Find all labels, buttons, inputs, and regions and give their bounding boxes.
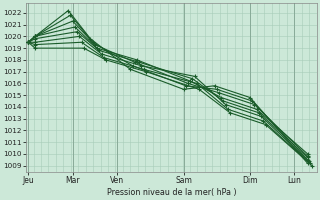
X-axis label: Pression niveau de la mer( hPa ): Pression niveau de la mer( hPa ) bbox=[107, 188, 236, 197]
